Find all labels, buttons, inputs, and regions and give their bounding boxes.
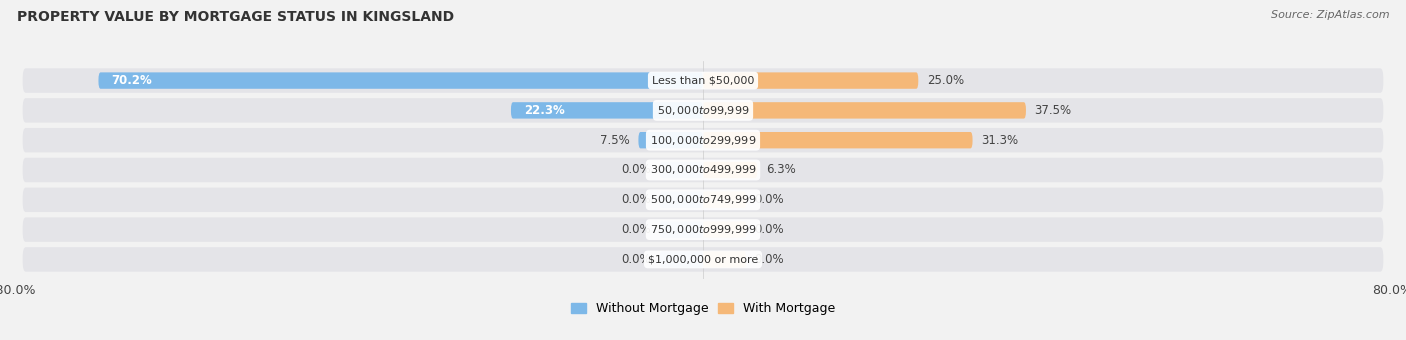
Text: 31.3%: 31.3% — [981, 134, 1018, 147]
FancyBboxPatch shape — [703, 72, 918, 89]
FancyBboxPatch shape — [22, 217, 1384, 242]
FancyBboxPatch shape — [703, 251, 747, 268]
Text: 70.2%: 70.2% — [111, 74, 152, 87]
FancyBboxPatch shape — [659, 221, 703, 238]
Text: 25.0%: 25.0% — [927, 74, 965, 87]
Text: 0.0%: 0.0% — [621, 253, 651, 266]
FancyBboxPatch shape — [22, 98, 1384, 123]
Text: $100,000 to $299,999: $100,000 to $299,999 — [650, 134, 756, 147]
FancyBboxPatch shape — [98, 72, 703, 89]
Text: Less than $50,000: Less than $50,000 — [652, 75, 754, 86]
FancyBboxPatch shape — [659, 192, 703, 208]
Text: $1,000,000 or more: $1,000,000 or more — [648, 254, 758, 265]
FancyBboxPatch shape — [703, 102, 1026, 119]
Text: $50,000 to $99,999: $50,000 to $99,999 — [657, 104, 749, 117]
FancyBboxPatch shape — [22, 247, 1384, 272]
FancyBboxPatch shape — [703, 132, 973, 148]
Text: Source: ZipAtlas.com: Source: ZipAtlas.com — [1271, 10, 1389, 20]
FancyBboxPatch shape — [659, 251, 703, 268]
Text: 0.0%: 0.0% — [755, 253, 785, 266]
FancyBboxPatch shape — [659, 162, 703, 178]
FancyBboxPatch shape — [22, 128, 1384, 152]
Text: 0.0%: 0.0% — [755, 193, 785, 206]
Text: 37.5%: 37.5% — [1035, 104, 1071, 117]
Text: 0.0%: 0.0% — [621, 164, 651, 176]
Legend: Without Mortgage, With Mortgage: Without Mortgage, With Mortgage — [565, 298, 841, 320]
FancyBboxPatch shape — [22, 188, 1384, 212]
Text: 0.0%: 0.0% — [755, 223, 785, 236]
Text: 7.5%: 7.5% — [600, 134, 630, 147]
Text: $500,000 to $749,999: $500,000 to $749,999 — [650, 193, 756, 206]
FancyBboxPatch shape — [22, 158, 1384, 182]
Text: $750,000 to $999,999: $750,000 to $999,999 — [650, 223, 756, 236]
Text: $300,000 to $499,999: $300,000 to $499,999 — [650, 164, 756, 176]
FancyBboxPatch shape — [703, 162, 758, 178]
FancyBboxPatch shape — [703, 221, 747, 238]
FancyBboxPatch shape — [638, 132, 703, 148]
Text: PROPERTY VALUE BY MORTGAGE STATUS IN KINGSLAND: PROPERTY VALUE BY MORTGAGE STATUS IN KIN… — [17, 10, 454, 24]
Text: 22.3%: 22.3% — [524, 104, 565, 117]
FancyBboxPatch shape — [510, 102, 703, 119]
Text: 6.3%: 6.3% — [766, 164, 796, 176]
FancyBboxPatch shape — [703, 192, 747, 208]
Text: 0.0%: 0.0% — [621, 223, 651, 236]
FancyBboxPatch shape — [22, 68, 1384, 93]
Text: 0.0%: 0.0% — [621, 193, 651, 206]
